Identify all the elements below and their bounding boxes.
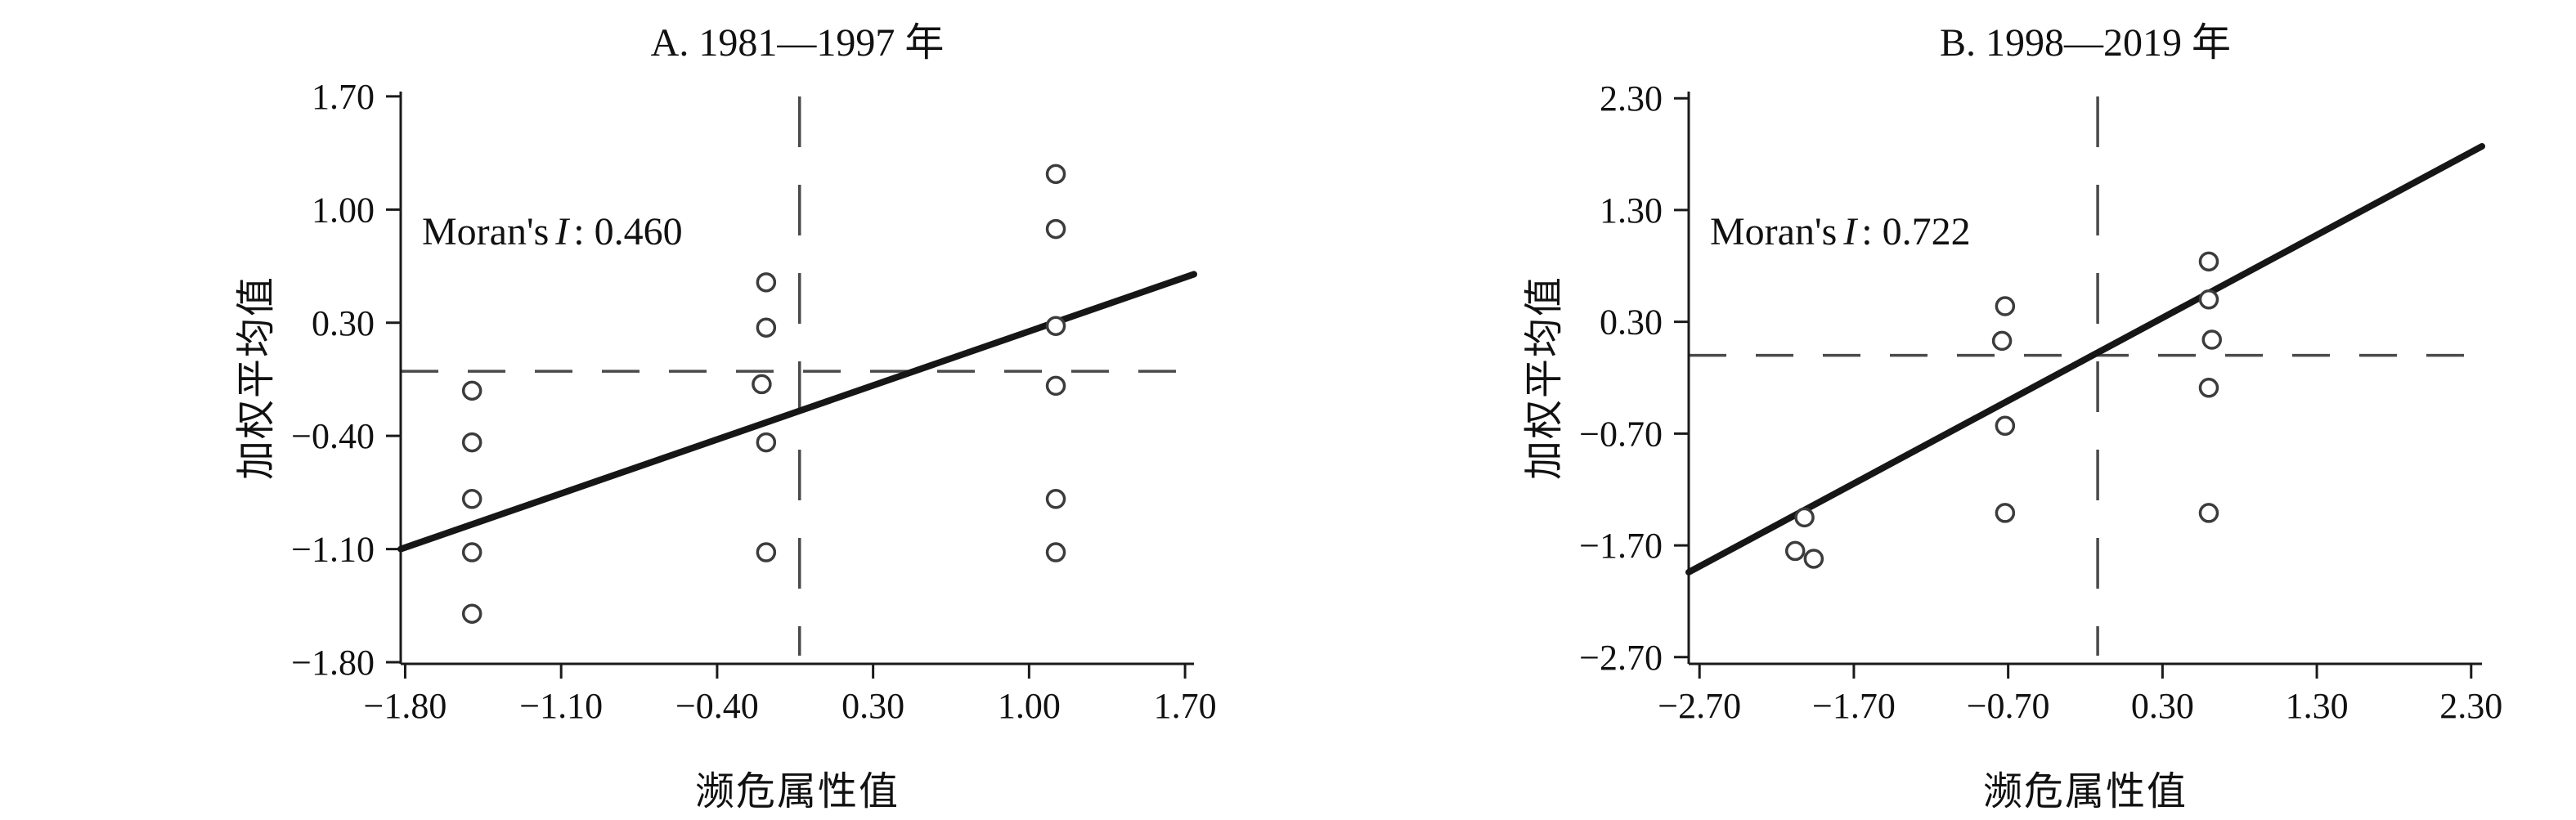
- x-tick-label: 1.70: [1154, 686, 1217, 726]
- chart-b-x-axis-label: 濒危属性值: [1982, 770, 2188, 813]
- moran-prefix: Moran's: [1710, 210, 1838, 253]
- chart-a-moran-annotation: Moran's I: 0.460: [422, 209, 683, 254]
- data-point: [461, 603, 482, 624]
- data-point: [461, 542, 482, 562]
- x-tick-label: 0.30: [2131, 686, 2194, 726]
- data-point: [1803, 549, 1824, 569]
- y-tick-label: −2.70: [1579, 638, 1663, 678]
- x-tick-label: −0.70: [1967, 686, 2050, 726]
- data-point: [756, 272, 777, 293]
- moran-stat-symbol: I: [555, 210, 569, 253]
- x-tick-label: −1.70: [1812, 686, 1896, 726]
- data-point: [1995, 415, 2016, 437]
- data-point: [756, 432, 777, 453]
- moran-value: : 0.460: [573, 210, 683, 253]
- data-point: [756, 317, 777, 338]
- data-point: [1794, 507, 1815, 528]
- y-tick-label: 0.30: [1600, 302, 1663, 343]
- chart-b-title: B. 1998—2019 年: [1939, 21, 2232, 65]
- data-point: [1995, 296, 2016, 316]
- y-tick-label: −0.70: [1579, 414, 1663, 454]
- chart-b-moran-annotation: Moran's I: 0.722: [1710, 209, 1971, 254]
- data-point: [1045, 164, 1066, 185]
- data-point: [1045, 316, 1066, 336]
- data-point: [461, 432, 482, 453]
- y-tick-label: 0.30: [312, 303, 375, 343]
- data-point: [1045, 375, 1066, 397]
- regression-line: [1685, 142, 2485, 576]
- x-tick-label: 1.30: [2286, 686, 2349, 726]
- data-point: [1045, 489, 1066, 509]
- chart-a-x-axis-label: 濒危属性值: [694, 770, 900, 813]
- data-point: [1991, 330, 2013, 352]
- x-tick-label: 0.30: [841, 686, 904, 726]
- data-point: [461, 489, 482, 509]
- data-point: [1045, 218, 1066, 240]
- x-tick-label: −1.10: [519, 686, 603, 726]
- x-tick-label: −1.80: [364, 686, 447, 726]
- data-point: [2198, 503, 2219, 523]
- moran-stat-symbol: I: [1843, 210, 1857, 253]
- data-point: [2198, 289, 2219, 310]
- data-point: [1784, 540, 1806, 562]
- x-tick-label: 1.00: [998, 686, 1061, 726]
- data-point: [1995, 503, 2016, 523]
- data-point: [2201, 329, 2222, 350]
- x-tick-label: −2.70: [1658, 686, 1741, 726]
- data-point: [461, 380, 482, 401]
- chart-a-title: A. 1981—1997 年: [650, 21, 945, 65]
- y-tick-label: 1.00: [312, 190, 375, 230]
- y-tick-label: −1.10: [291, 530, 375, 570]
- data-point: [756, 542, 777, 562]
- chart-b-1998-2019: B. 1998—2019 年 加权平均值 −2.70 −1.70 −0.70 0.30…: [1288, 0, 2576, 820]
- chart-a-plot-area: −1.80 −1.10 −0.40 0.30 1.00 1.70 1.70 1.00 0.30 −…: [291, 77, 1217, 726]
- data-point: [2198, 378, 2219, 398]
- data-point: [752, 374, 772, 395]
- x-tick-label: 2.30: [2439, 686, 2502, 726]
- data-point: [1045, 542, 1066, 562]
- regression-line: [397, 271, 1197, 553]
- y-tick-label: 2.30: [1600, 78, 1663, 119]
- y-tick-label: −1.80: [291, 643, 375, 683]
- chart-a-1981-1997: A. 1981—1997 年 加权平均值 −1.80 −1.10 −0.40 0.30…: [235, 21, 1217, 813]
- moran-prefix: Moran's: [422, 210, 550, 253]
- y-tick-label: −0.40: [291, 416, 375, 456]
- y-tick-label: 1.30: [1600, 190, 1663, 231]
- chart-b-plot-area: −2.70 −1.70 −0.70 0.30 1.30 2.30 2.30 1.30 0.30 −…: [1579, 78, 2502, 726]
- y-tick-label: 1.70: [312, 77, 375, 117]
- moran-value: : 0.722: [1861, 210, 1971, 253]
- y-tick-label: −1.70: [1579, 526, 1663, 566]
- x-tick-label: −0.40: [675, 686, 759, 726]
- data-point: [2198, 251, 2219, 272]
